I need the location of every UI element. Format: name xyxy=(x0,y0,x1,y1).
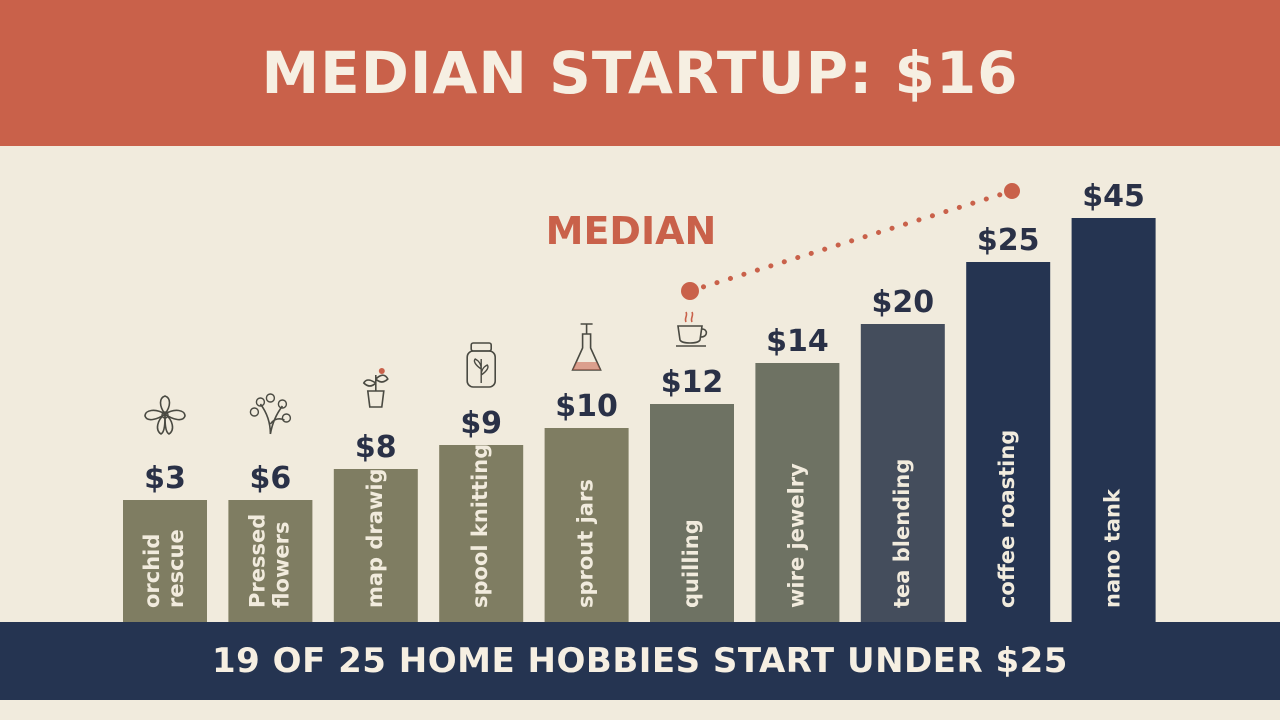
coffee-cup-icon xyxy=(676,311,708,347)
bar-2 xyxy=(333,469,418,622)
value-label-0: $3 xyxy=(144,461,186,496)
category-label-9: nano tank xyxy=(1101,488,1125,608)
category-label-5: quilling xyxy=(679,519,703,608)
value-label-2: $8 xyxy=(355,430,397,465)
jar-icon xyxy=(466,342,497,388)
category-label-1-1: flowers xyxy=(269,522,293,609)
value-label-8: $25 xyxy=(977,223,1040,258)
bar-8 xyxy=(966,262,1051,622)
header-banner: MEDIAN STARTUP: $16 xyxy=(0,0,1280,146)
bar-7 xyxy=(860,324,945,622)
bar-6 xyxy=(755,363,840,622)
category-label-6: wire jewelry xyxy=(784,463,808,608)
potted-plant-icon xyxy=(362,368,389,408)
orchid-icon xyxy=(144,395,186,435)
value-label-3: $9 xyxy=(460,406,502,441)
category-label-3: spool knitting xyxy=(468,444,492,608)
bar-0 xyxy=(123,500,207,622)
bar-5 xyxy=(650,404,734,622)
value-label-6: $14 xyxy=(766,324,829,359)
bar-4 xyxy=(544,428,629,622)
category-label-4: sprout jars xyxy=(574,479,598,608)
category-label-0-0: orchid xyxy=(140,534,164,608)
category-label-7: tea blending xyxy=(890,459,914,608)
median-label: MEDIAN xyxy=(546,209,717,253)
value-label-7: $20 xyxy=(871,285,934,320)
category-label-2: map drawig xyxy=(363,468,387,608)
category-label-0-1: rescue xyxy=(164,529,188,608)
value-label-9: $45 xyxy=(1082,179,1145,214)
category-label-1-0: Pressed xyxy=(245,514,269,608)
flask-icon xyxy=(571,323,602,371)
value-label-1: $6 xyxy=(250,461,292,496)
median-dotted-line xyxy=(687,188,1015,294)
footer-text: 19 OF 25 HOME HOBBIES START UNDER $25 xyxy=(212,641,1068,681)
median-start-dot xyxy=(681,282,699,300)
bar-9 xyxy=(1071,218,1156,622)
category-label-8: coffee roasting xyxy=(995,430,1019,608)
footer-banner: 19 OF 25 HOME HOBBIES START UNDER $25 xyxy=(0,622,1280,700)
bar-1 xyxy=(228,500,313,622)
page-title: MEDIAN STARTUP: $16 xyxy=(261,39,1019,107)
pressed-flowers-icon xyxy=(249,393,292,435)
value-label-5: $12 xyxy=(661,365,724,400)
value-label-4: $10 xyxy=(555,389,618,424)
median-end-dot xyxy=(1004,183,1020,199)
bar-3 xyxy=(439,445,524,622)
